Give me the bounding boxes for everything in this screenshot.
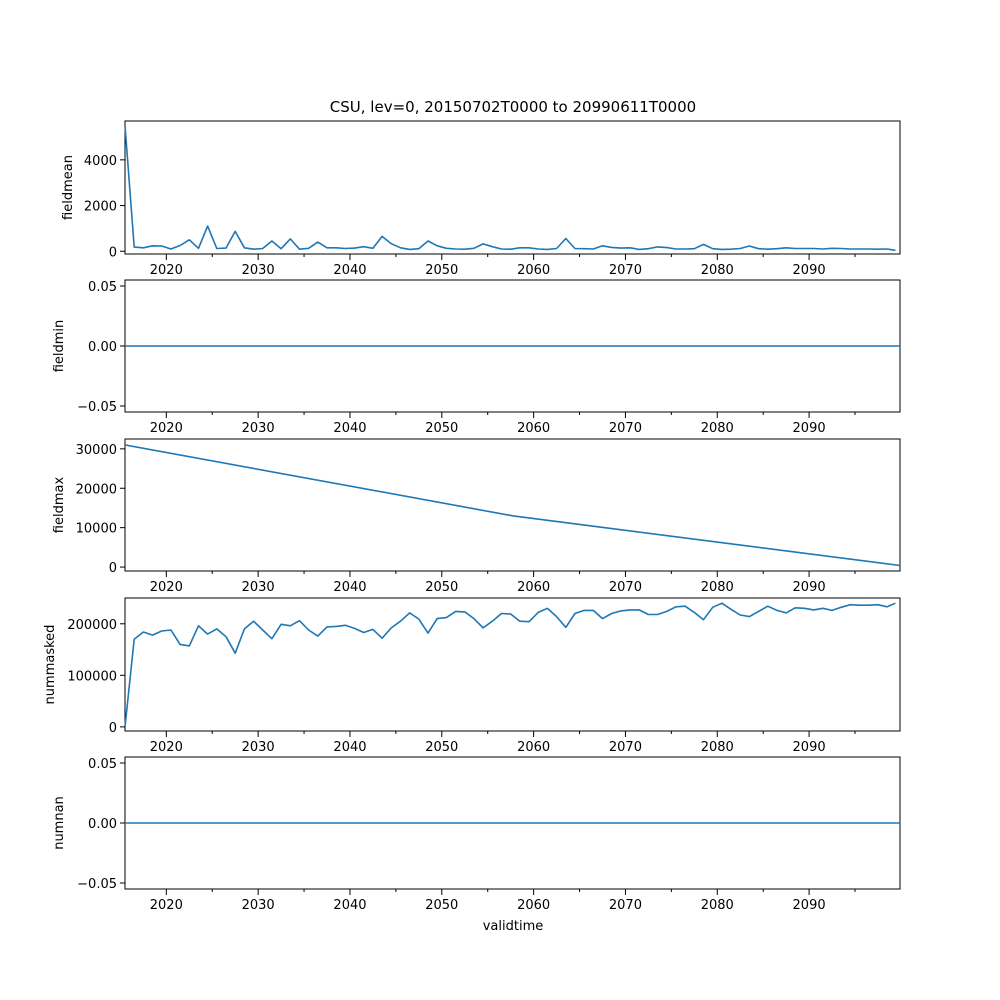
x-tick-label: 2040: [333, 898, 366, 913]
x-tick-label: 2050: [425, 740, 458, 755]
x-tick-label: 2020: [150, 580, 183, 595]
y-tick-label: 0: [109, 721, 117, 736]
x-tick-label: 2040: [333, 580, 366, 595]
chart-title: CSU, lev=0, 20150702T0000 to 20990611T00…: [330, 98, 696, 116]
x-tick-label: 2090: [793, 421, 826, 436]
x-tick-label: 2040: [333, 263, 366, 278]
y-tick-label: 4000: [84, 154, 117, 169]
x-tick-label: 2070: [609, 263, 642, 278]
x-tick-label: 2050: [425, 263, 458, 278]
x-tick-label: 2060: [517, 263, 550, 278]
y-tick-label: 0.05: [88, 280, 117, 295]
x-tick-label: 2030: [242, 898, 275, 913]
x-tick-label: 2050: [425, 421, 458, 436]
y-tick-label: 0.00: [88, 817, 117, 832]
x-tick-label: 2050: [425, 580, 458, 595]
y-tick-label: 2000: [84, 200, 117, 215]
x-tick-label: 2040: [333, 421, 366, 436]
y-axis-label-nummasked: nummasked: [43, 625, 58, 705]
subplot-numnan: 2020 2030 2040 2050 2060 2070 2080 2090 −0.05 0.0…: [52, 756, 901, 913]
x-tick-label: 2090: [793, 898, 826, 913]
x-tick-label: 2020: [150, 898, 183, 913]
x-tick-label: 2080: [701, 421, 734, 436]
x-tick-label: 2080: [701, 740, 734, 755]
axes-frame: [124, 120, 901, 255]
y-tick-label: −0.05: [77, 877, 117, 892]
axes-frame: [124, 438, 901, 572]
series-line-fieldmax: [124, 444, 901, 567]
y-tick-label: 20000: [76, 482, 117, 497]
y-axis-label-fieldmax: fieldmax: [52, 477, 67, 534]
x-tick-label: 2070: [609, 580, 642, 595]
subplot-nummasked: 2020 2030 2040 2050 2060 2070 2080 2090 0 100000 2…: [43, 597, 901, 755]
x-tick-label: 2080: [701, 580, 734, 595]
x-tick-label: 2060: [517, 740, 550, 755]
x-tick-label: 2060: [517, 898, 550, 913]
x-tick-label: 2030: [242, 421, 275, 436]
subplot-panels: 2020 2030 2040 2050 2060 2070 2080 2090 0 2000 400…: [43, 120, 901, 913]
y-axis-label-numnan: numnan: [52, 796, 67, 850]
x-tick-label: 2080: [701, 898, 734, 913]
x-tick-label: 2020: [150, 421, 183, 436]
x-tick-label: 2020: [150, 263, 183, 278]
y-tick-label: 200000: [67, 618, 117, 633]
series-line-nummasked: [124, 602, 896, 727]
x-tick-label: 2030: [242, 263, 275, 278]
x-tick-label: 2030: [242, 740, 275, 755]
x-tick-label: 2030: [242, 580, 275, 595]
series-line-fieldmean: [124, 125, 896, 252]
x-tick-label: 2070: [609, 898, 642, 913]
x-tick-label: 2060: [517, 421, 550, 436]
y-axis-label-fieldmin: fieldmin: [52, 320, 67, 373]
y-axis-label-fieldmean: fieldmean: [61, 155, 76, 220]
x-tick-label: 2070: [609, 421, 642, 436]
subplot-fieldmin: 2020 2030 2040 2050 2060 2070 2080 2090 −0.05 0.0…: [52, 279, 901, 436]
x-tick-label: 2060: [517, 580, 550, 595]
x-tick-label: 2090: [793, 263, 826, 278]
x-tick-label: 2090: [793, 740, 826, 755]
y-tick-label: 0: [109, 245, 117, 260]
x-axis-label: validtime: [483, 919, 544, 934]
subplot-fieldmean: 2020 2030 2040 2050 2060 2070 2080 2090 0 2000 400…: [61, 120, 901, 278]
x-tick-label: 2020: [150, 740, 183, 755]
x-tick-label: 2050: [425, 898, 458, 913]
x-tick-label: 2090: [793, 580, 826, 595]
y-tick-label: 0: [109, 561, 117, 576]
y-tick-label: 10000: [76, 522, 117, 537]
x-tick-label: 2070: [609, 740, 642, 755]
subplot-fieldmax: 2020 2030 2040 2050 2060 2070 2080 2090 0 10000 20…: [52, 438, 901, 595]
y-tick-label: 0.00: [88, 340, 117, 355]
x-tick-label: 2080: [701, 263, 734, 278]
y-tick-label: 100000: [67, 669, 117, 684]
axes-frame: [124, 597, 901, 732]
x-tick-label: 2040: [333, 740, 366, 755]
y-tick-label: 0.05: [88, 757, 117, 772]
y-tick-label: −0.05: [77, 400, 117, 415]
y-tick-label: 30000: [76, 443, 117, 458]
